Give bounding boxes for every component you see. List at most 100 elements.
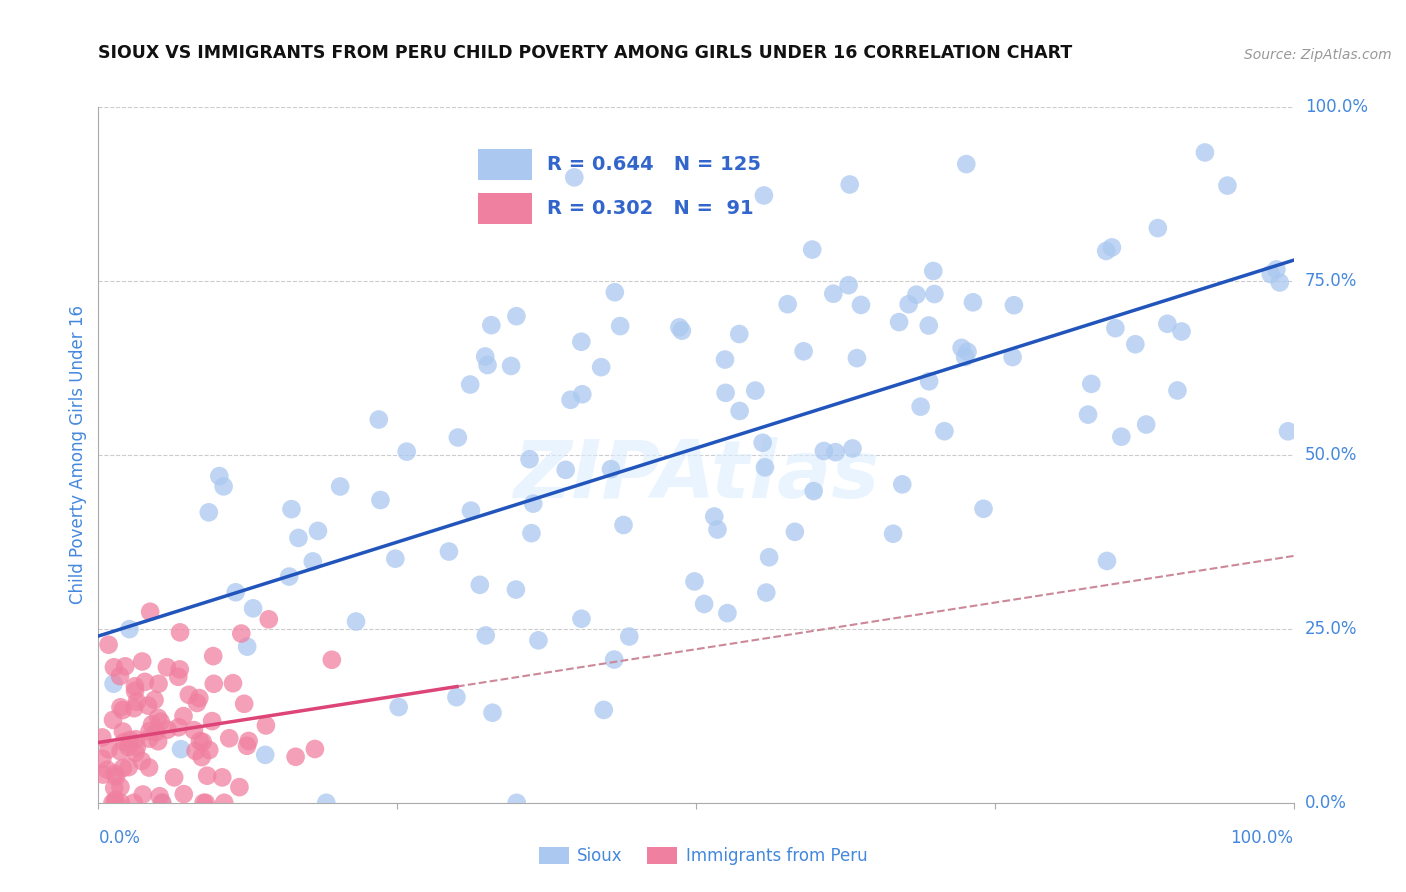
- Point: [257, 612, 280, 626]
- Point: [131, 754, 153, 768]
- Point: [212, 796, 235, 810]
- Point: [91, 731, 114, 745]
- Point: [167, 720, 190, 734]
- Point: [103, 780, 125, 795]
- Point: [477, 358, 499, 372]
- Point: [110, 744, 132, 758]
- Point: [1080, 376, 1102, 391]
- Point: [193, 796, 215, 810]
- Point: [97, 742, 120, 756]
- Point: [188, 734, 211, 748]
- Point: [125, 740, 148, 755]
- Point: [683, 574, 706, 589]
- Point: [124, 684, 146, 698]
- Point: [321, 653, 343, 667]
- Point: [202, 649, 225, 664]
- Point: [198, 505, 221, 519]
- Point: [693, 597, 716, 611]
- Point: [714, 352, 737, 367]
- Point: [1095, 554, 1118, 568]
- Point: [125, 695, 148, 709]
- Point: [728, 404, 751, 418]
- Point: [188, 691, 211, 706]
- Point: [118, 760, 141, 774]
- Point: [458, 377, 481, 392]
- Point: [728, 326, 751, 341]
- Point: [619, 630, 641, 644]
- Point: [228, 780, 250, 794]
- Point: [801, 243, 824, 257]
- Point: [122, 701, 145, 715]
- Point: [803, 484, 825, 499]
- Point: [329, 479, 352, 493]
- Point: [1260, 267, 1282, 281]
- Point: [315, 796, 337, 810]
- Point: [519, 452, 541, 467]
- Point: [609, 319, 631, 334]
- Point: [887, 315, 910, 329]
- Point: [849, 298, 872, 312]
- Point: [110, 700, 132, 714]
- Point: [236, 739, 259, 753]
- Point: [955, 157, 977, 171]
- Point: [813, 444, 835, 458]
- Point: [212, 479, 235, 493]
- Point: [138, 760, 160, 774]
- Point: [143, 693, 166, 707]
- Point: [600, 462, 623, 476]
- Point: [202, 677, 225, 691]
- Y-axis label: Child Poverty Among Girls Under 16: Child Poverty Among Girls Under 16: [69, 305, 87, 605]
- Point: [169, 625, 191, 640]
- Point: [468, 578, 491, 592]
- Point: [562, 170, 585, 185]
- Point: [520, 526, 543, 541]
- Point: [208, 469, 231, 483]
- Text: R = 0.302   N =  91: R = 0.302 N = 91: [547, 200, 754, 219]
- Point: [163, 771, 186, 785]
- Point: [1265, 262, 1288, 277]
- Point: [953, 350, 976, 364]
- Point: [173, 709, 195, 723]
- Point: [716, 606, 738, 620]
- Point: [1166, 384, 1188, 398]
- Point: [150, 796, 173, 810]
- Point: [479, 318, 502, 333]
- Point: [1268, 276, 1291, 290]
- Point: [101, 713, 124, 727]
- Point: [956, 344, 979, 359]
- Point: [751, 435, 773, 450]
- Point: [136, 698, 159, 713]
- Point: [1077, 408, 1099, 422]
- Point: [1101, 240, 1123, 254]
- Point: [233, 697, 256, 711]
- Point: [384, 551, 406, 566]
- Point: [499, 359, 522, 373]
- Point: [603, 652, 626, 666]
- FancyBboxPatch shape: [478, 194, 531, 225]
- Point: [522, 497, 544, 511]
- Text: 100.0%: 100.0%: [1305, 98, 1368, 116]
- Point: [823, 286, 845, 301]
- Point: [132, 788, 155, 802]
- Point: [101, 796, 124, 810]
- Point: [173, 787, 195, 801]
- Point: [671, 324, 693, 338]
- Point: [124, 746, 146, 760]
- Point: [592, 703, 614, 717]
- Point: [612, 518, 634, 533]
- Point: [194, 796, 217, 810]
- Point: [186, 696, 208, 710]
- Point: [591, 360, 613, 375]
- Point: [754, 460, 776, 475]
- Point: [474, 628, 496, 642]
- Point: [446, 690, 468, 705]
- Point: [922, 264, 945, 278]
- Point: [242, 601, 264, 615]
- Point: [447, 430, 470, 444]
- Point: [569, 334, 592, 349]
- Point: [149, 714, 172, 729]
- Point: [191, 735, 214, 749]
- Point: [924, 287, 946, 301]
- Point: [706, 523, 728, 537]
- Point: [1104, 321, 1126, 335]
